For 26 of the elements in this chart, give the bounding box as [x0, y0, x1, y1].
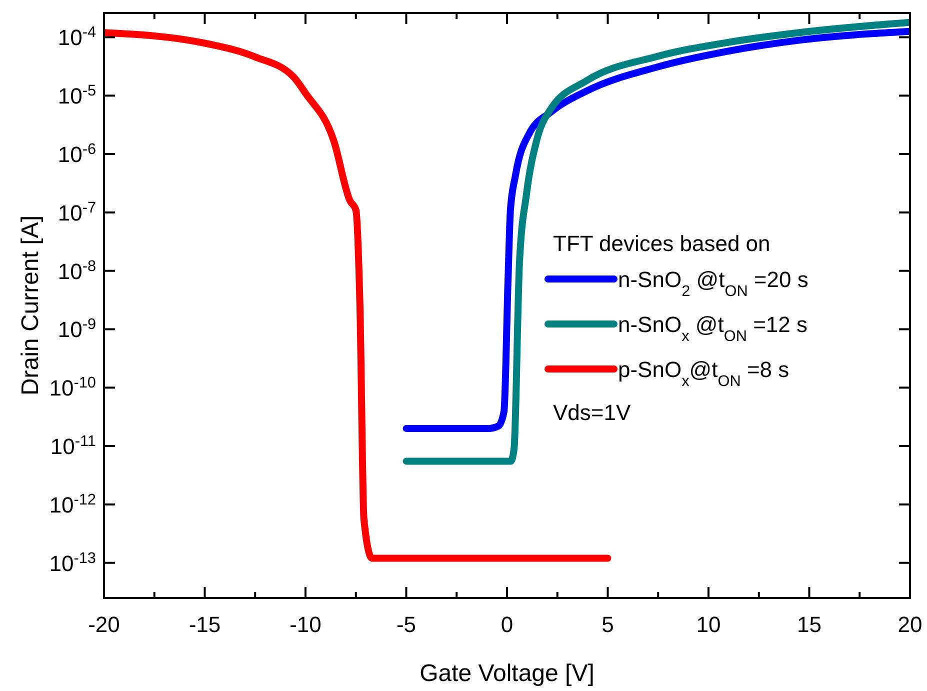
y-tick-label: 10$^{-4}$ — [58, 24, 96, 50]
x-tick-label: -10 — [290, 612, 322, 637]
y-tick-label: 10$^{-12}$ — [49, 490, 96, 518]
annotation: Vds=1V — [553, 400, 631, 425]
x-axis-title: Gate Voltage [V] — [420, 660, 594, 687]
x-tick-label: -20 — [88, 612, 120, 637]
y-tick-label: 10$^{-5}$ — [58, 82, 96, 109]
y-tick-label: 10$^{-9}$ — [58, 316, 96, 342]
y-tick-label: 10$^{-6}$ — [58, 140, 96, 168]
x-tick-label: 5 — [602, 612, 614, 637]
x-tick-label: -15 — [188, 612, 221, 637]
legend-label: n-SnO$_{2}$ @t$_{ON}$ =20 s — [618, 267, 808, 300]
legend-label: n-SnO$_{x}$ @t$_{ON}$ =12 s — [618, 312, 808, 344]
x-tick-label: 10 — [696, 612, 721, 637]
y-tick-label: 10$^{-7}$ — [58, 198, 96, 226]
y-tick-label: 10$^{-13}$ — [49, 549, 96, 576]
legend-title: TFT devices based on — [553, 231, 770, 256]
x-tick-label: 0 — [500, 612, 514, 637]
x-tick-label: -5 — [396, 612, 416, 637]
y-axis-title: Drain Current [A] — [17, 215, 44, 396]
y-tick-label: 10$^{-10}$ — [49, 374, 96, 401]
legend-label: p-SnO$_{x}$@t$_{ON}$ =8 s — [618, 357, 790, 390]
x-tick-label: 15 — [797, 612, 822, 637]
y-tick-label: 10$^{-8}$ — [58, 257, 96, 284]
x-tick-label: 20 — [898, 612, 922, 637]
y-tick-label: 10$^{-11}$ — [50, 432, 96, 460]
